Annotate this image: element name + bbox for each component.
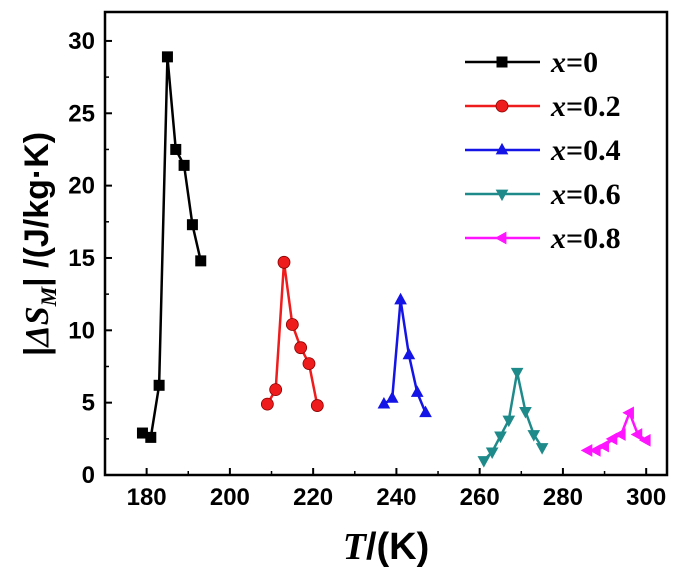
y-tick-label: 20 — [68, 173, 95, 200]
data-point — [195, 255, 207, 267]
x-tick-label: 260 — [460, 484, 500, 511]
y-tick-label: 0 — [82, 462, 95, 489]
x-axis-title-unit: /(K) — [366, 526, 429, 568]
legend: x=0x=0.2x=0.4x=0.6x=0.8 — [465, 46, 621, 255]
x-tick-label: 300 — [626, 484, 666, 511]
data-point — [519, 406, 532, 419]
data-point — [622, 406, 634, 420]
x-tick-label: 180 — [127, 484, 167, 511]
legend-label: x=0.4 — [550, 134, 621, 167]
series-0 — [136, 51, 207, 443]
legend-marker — [496, 56, 508, 68]
legend-label-var: x — [550, 46, 566, 79]
legend-marker — [495, 99, 509, 113]
y-axis-title-delta: ΔS — [19, 306, 56, 348]
data-point — [605, 432, 618, 446]
legend-label: x=0.2 — [550, 90, 621, 123]
data-point — [260, 397, 274, 411]
legend-label: x=0 — [550, 46, 598, 79]
legend-item: x=0.6 — [465, 178, 621, 211]
legend-label-var: x — [550, 90, 566, 123]
series-layer — [136, 51, 651, 468]
data-point — [145, 431, 157, 443]
plot-frame — [103, 10, 669, 477]
legend-label-var: x — [550, 134, 566, 167]
data-point — [402, 347, 416, 360]
data-point — [410, 385, 424, 397]
data-point — [535, 443, 549, 455]
x-axis-title-var: T — [343, 526, 368, 568]
legend-label-value: =0.4 — [566, 134, 621, 167]
data-point — [377, 396, 391, 409]
data-point — [302, 357, 316, 370]
data-point — [419, 405, 432, 418]
y-axis-title-bar-right: | — [18, 277, 56, 287]
legend-label-var: x — [550, 222, 566, 255]
legend-label: x=0.6 — [550, 178, 621, 211]
data-point — [186, 219, 198, 231]
y-tick-label: 30 — [68, 28, 95, 55]
data-point — [580, 444, 593, 457]
x-tick-label: 200 — [210, 484, 250, 511]
data-point — [597, 439, 609, 453]
data-point — [285, 318, 299, 331]
series-3 — [477, 367, 549, 468]
data-point — [527, 430, 541, 442]
legend-label-value: =0.2 — [566, 90, 621, 123]
data-point — [394, 292, 407, 305]
y-tick-label: 15 — [68, 245, 95, 272]
x-tick-label: 240 — [376, 484, 416, 511]
series-line — [141, 56, 202, 440]
legend-marker — [495, 189, 509, 202]
data-point — [477, 456, 491, 468]
data-point — [170, 143, 182, 155]
legend-item: x=0.4 — [465, 134, 621, 167]
data-point — [136, 427, 148, 439]
data-point — [269, 383, 283, 397]
data-point — [161, 51, 173, 63]
legend-label-value: =0 — [566, 46, 598, 79]
legend-label-value: =0.8 — [566, 222, 621, 255]
x-tick-label: 220 — [293, 484, 333, 511]
y-tick-label: 10 — [68, 317, 95, 344]
data-point — [502, 415, 516, 428]
x-tick-label: 280 — [543, 484, 583, 511]
series-2 — [377, 292, 432, 418]
axis-ticks: 180 200 220 240 260 280 300 0 5 10 15 20 25 30 — [68, 28, 666, 511]
data-point — [277, 255, 291, 269]
data-point — [510, 367, 524, 380]
legend-marker — [494, 231, 507, 245]
data-point — [485, 447, 499, 459]
y-axis-title: |ΔSM| /(J/kg·K) — [18, 132, 61, 356]
data-point — [153, 379, 165, 391]
legend-item: x=0.8 — [465, 222, 621, 255]
legend-marker — [495, 142, 509, 155]
data-point — [589, 444, 601, 457]
legend-label: x=0.8 — [550, 222, 621, 255]
y-axis-title-bar-left: | — [18, 347, 56, 357]
y-axis-title-units: /(J/kg·K) — [18, 132, 56, 277]
y-tick-label: 25 — [68, 100, 95, 127]
y-tick-label: 5 — [82, 390, 95, 417]
data-point — [310, 399, 324, 412]
data-point — [614, 428, 626, 441]
data-point — [494, 431, 507, 444]
data-point — [178, 159, 190, 171]
data-point — [294, 341, 308, 355]
series-4 — [580, 406, 651, 457]
legend-item: x=0 — [465, 46, 598, 79]
legend-item: x=0.2 — [465, 90, 621, 123]
legend-label-var: x — [550, 178, 566, 211]
legend-label-value: =0.6 — [566, 178, 621, 211]
x-axis-title: T/(K) — [343, 526, 430, 568]
series-1 — [260, 255, 324, 412]
y-axis-title-subscript: M — [36, 285, 61, 307]
data-point — [385, 391, 399, 403]
data-point — [639, 433, 651, 447]
data-point — [630, 428, 643, 441]
